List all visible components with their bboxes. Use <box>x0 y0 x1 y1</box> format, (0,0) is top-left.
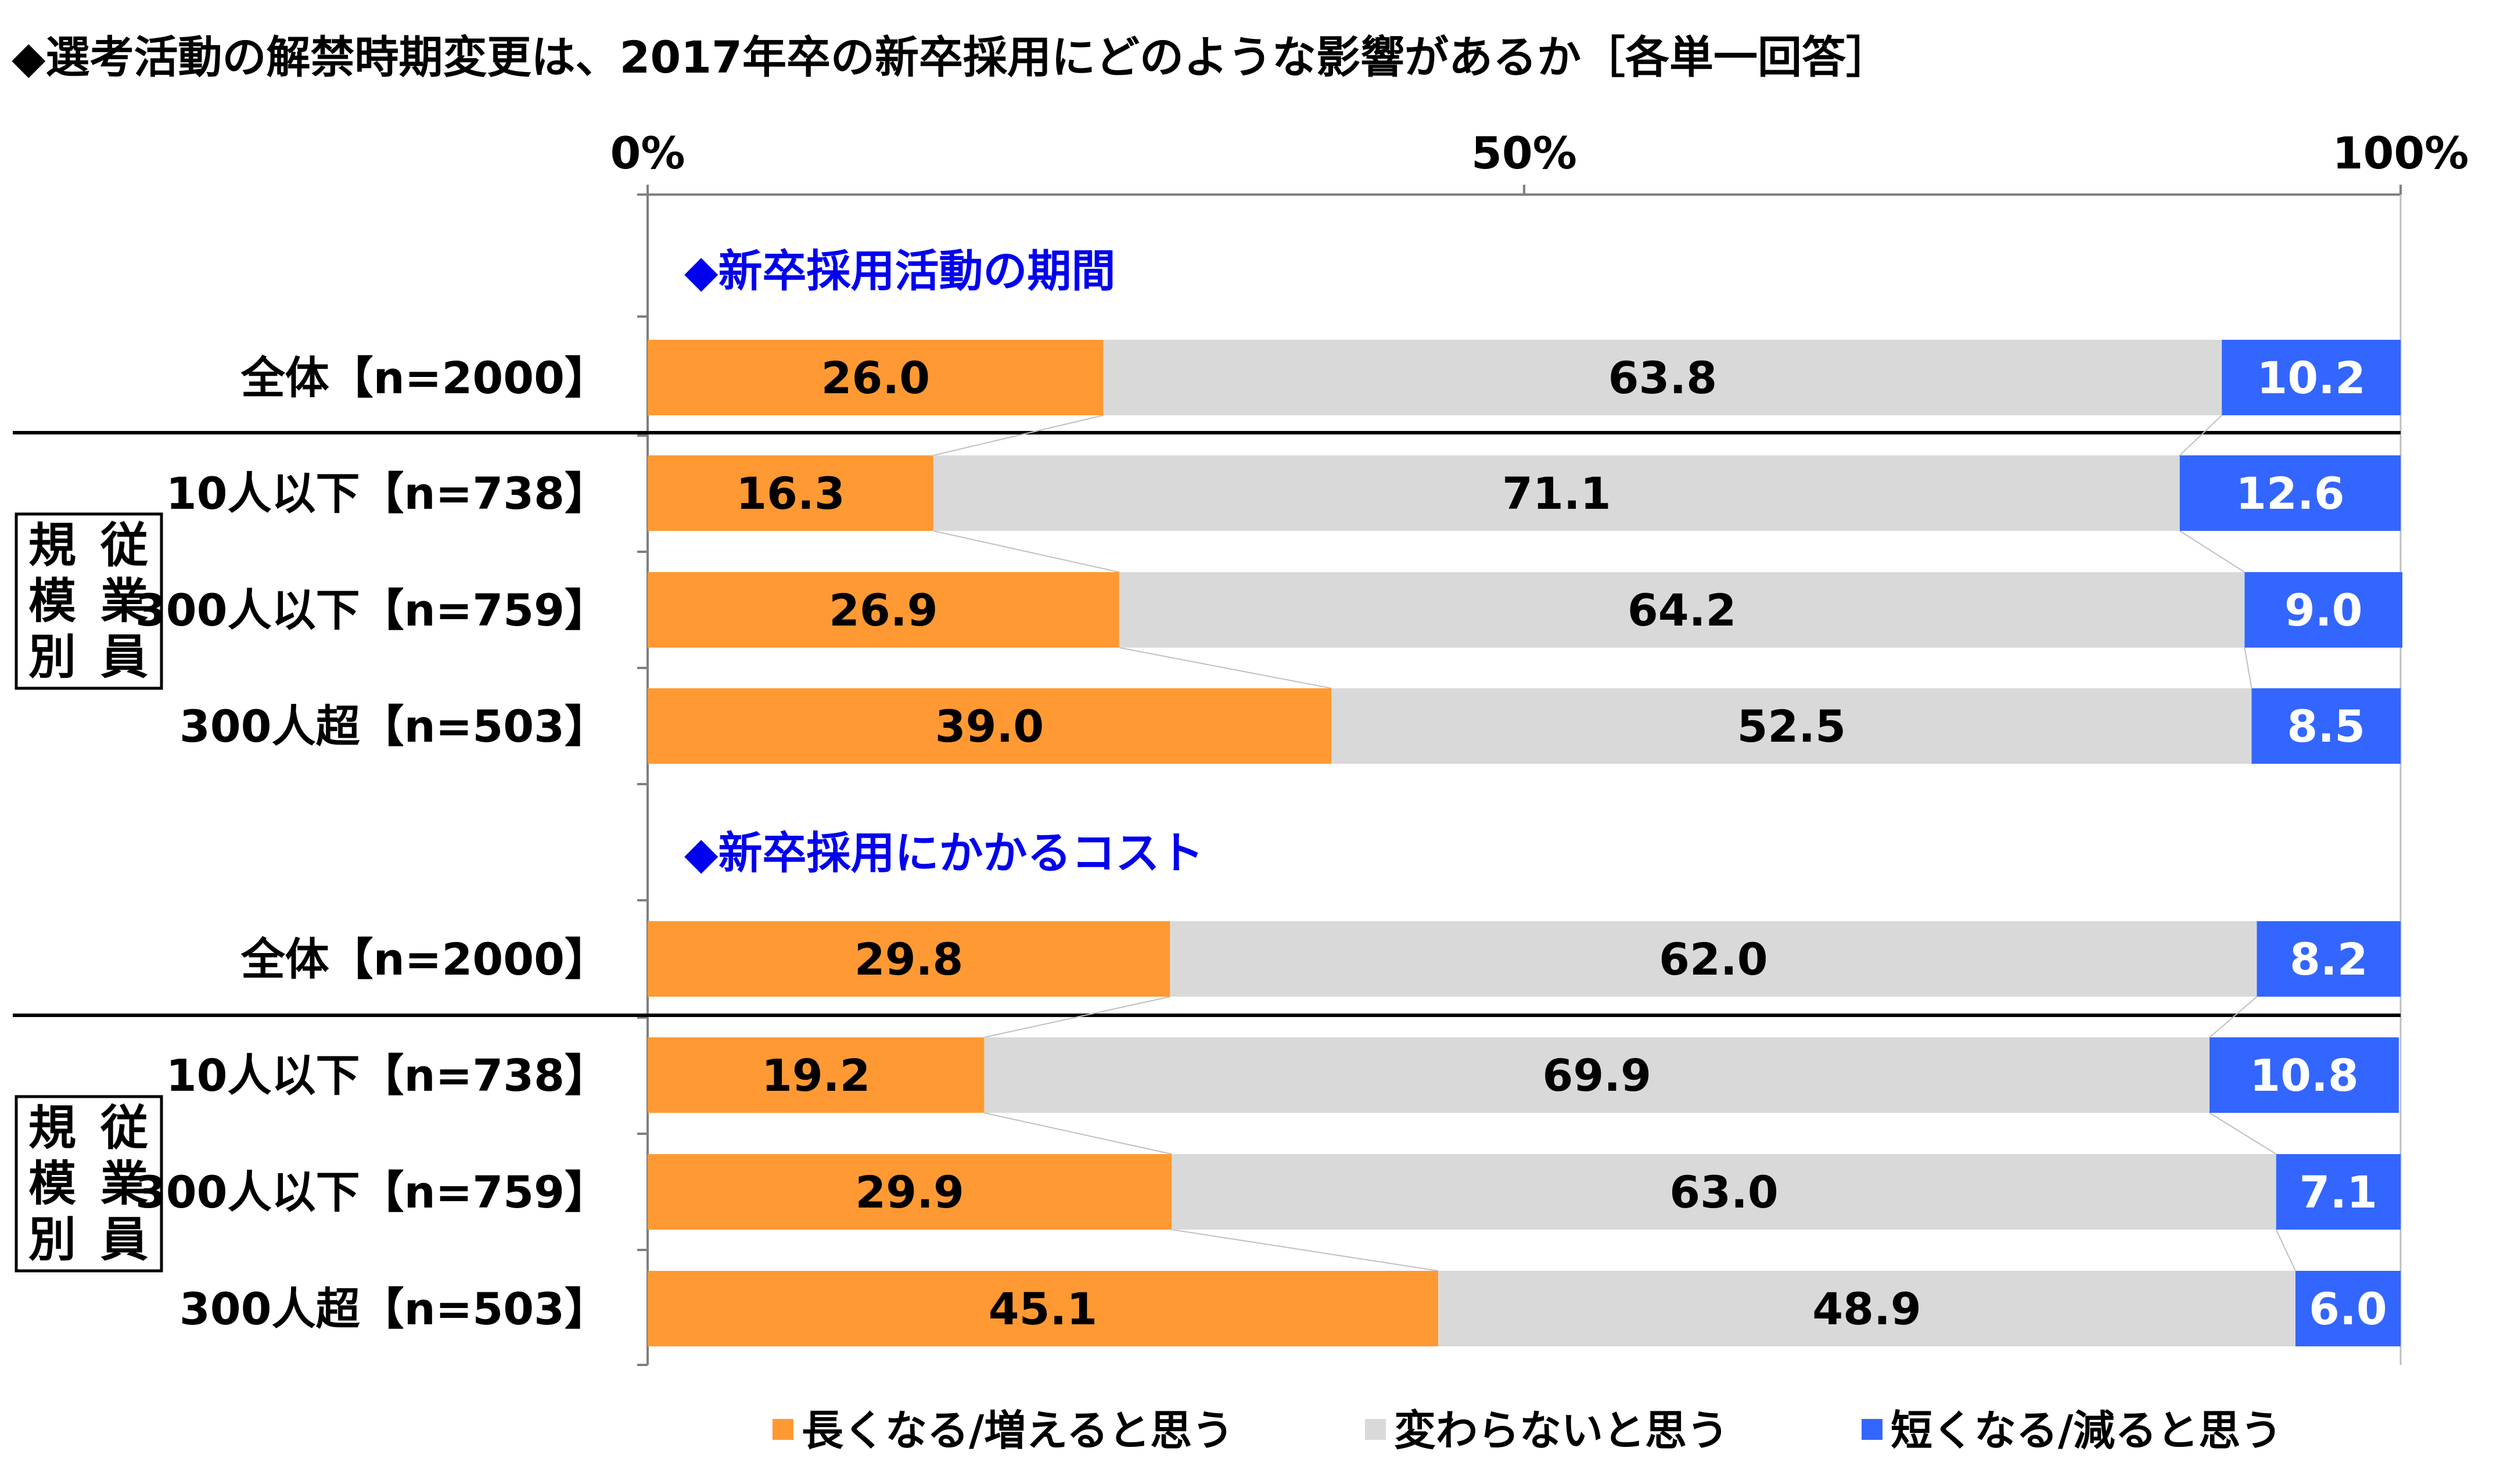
data-label: 16.3 <box>736 468 845 519</box>
legend: 長くなる/増えると思う 変わらないと思う 短くなる/減ると思う <box>773 1406 2282 1455</box>
legend-swatch <box>1862 1419 1883 1440</box>
data-label: 19.2 <box>761 1050 871 1101</box>
data-label: 10.8 <box>2250 1050 2359 1101</box>
data-label: 26.0 <box>821 352 931 404</box>
data-label: 69.9 <box>1542 1050 1651 1101</box>
group-header: ◆新卒採用にかかるコスト <box>684 827 1203 879</box>
x-tick-label: 50% <box>1471 127 1577 179</box>
row-label: 全体【n=2000】 <box>240 352 609 404</box>
legend-swatch <box>1365 1419 1386 1440</box>
side-label-char: 員 <box>100 1212 148 1267</box>
group-header: ◆新卒採用活動の期間 <box>684 245 1115 297</box>
bar-segment <box>2276 1154 2401 1230</box>
row-label: 300人超【n=503】 <box>179 1283 609 1335</box>
bar-segment <box>1103 340 2222 415</box>
side-label-char: 員 <box>100 630 148 685</box>
data-label: 6.0 <box>2309 1283 2387 1335</box>
bar-segment <box>1170 921 2257 997</box>
side-label-char: 別 <box>28 630 76 685</box>
connector-line <box>2275 1229 2296 1271</box>
side-label-char: 別 <box>28 1212 76 1267</box>
bar-segment <box>648 1154 1172 1230</box>
data-label: 62.0 <box>1659 933 1768 985</box>
bar-segment <box>2251 688 2401 764</box>
data-label: 7.1 <box>2300 1166 2378 1218</box>
x-tick-label: 100% <box>2333 127 2469 179</box>
side-label-char: 業 <box>100 1156 148 1212</box>
bar-segment <box>648 572 1119 648</box>
connector-line <box>2244 647 2252 689</box>
data-label: 8.5 <box>2287 700 2365 752</box>
bar-segment <box>2244 572 2403 648</box>
connector-line <box>2179 530 2245 573</box>
bar-segment <box>1331 688 2252 764</box>
legend-swatch <box>773 1419 793 1440</box>
data-label: 39.0 <box>935 700 1044 752</box>
side-label-box <box>15 512 163 690</box>
bar-segment <box>648 1271 1439 1346</box>
bar-segment <box>648 340 1104 415</box>
data-label: 29.9 <box>855 1166 964 1218</box>
bar-segment <box>1119 572 2245 648</box>
data-label: 71.1 <box>1502 468 1611 519</box>
data-label: 45.1 <box>989 1283 1098 1335</box>
bar-layer <box>648 340 2403 1346</box>
bar-segment <box>2179 455 2401 531</box>
side-label-char: 模 <box>28 1156 76 1212</box>
bar-segment <box>648 921 1170 997</box>
data-label: 64.2 <box>1628 584 1737 636</box>
data-label: 9.0 <box>2284 584 2363 636</box>
side-label-box <box>15 1095 163 1273</box>
row-label: 300人以下【n=759】 <box>135 1166 609 1218</box>
data-label: 52.5 <box>1737 700 1846 752</box>
bar-segment <box>984 1037 2210 1113</box>
bar-segment <box>1438 1271 2295 1346</box>
x-tick-label: 0% <box>610 127 685 179</box>
bar-segment <box>648 688 1332 764</box>
side-label-char: 業 <box>100 574 148 629</box>
bar-segment <box>933 455 2180 531</box>
connector-line <box>933 530 1120 573</box>
data-label: 26.9 <box>829 584 938 636</box>
data-label: 63.8 <box>1608 352 1718 404</box>
chart-title: ◆選考活動の解禁時期変更は、2017年卒の新卒採用にどのような影響があるか［各単… <box>12 31 1890 83</box>
connector-line <box>984 1112 1172 1155</box>
connector-line <box>984 996 1170 1038</box>
connector-line <box>1172 1229 1439 1271</box>
side-label-char: 規 <box>28 1101 76 1156</box>
legend-label: 短くなる/減ると思う <box>1891 1406 2282 1455</box>
bar-segment <box>2210 1037 2399 1113</box>
row-label: 10人以下【n=738】 <box>166 468 609 519</box>
data-label: 29.8 <box>854 933 964 985</box>
data-label: 48.9 <box>1812 1283 1921 1335</box>
data-label: 12.6 <box>2236 468 2345 519</box>
bar-segment <box>2295 1271 2401 1346</box>
side-label-char: 従 <box>100 518 148 573</box>
connector-line <box>933 415 1104 456</box>
data-label: 8.2 <box>2290 933 2368 985</box>
bar-segment <box>648 1037 985 1113</box>
connector-layer <box>933 415 2296 1271</box>
side-label-char: 模 <box>28 574 76 629</box>
row-label: 300人以下【n=759】 <box>135 584 609 636</box>
row-label: 300人超【n=503】 <box>179 700 609 752</box>
connector-line <box>2179 415 2222 456</box>
bar-segment <box>2257 921 2401 997</box>
legend-label: 長くなる/増えると思う <box>802 1406 1234 1455</box>
row-label: 10人以下【n=738】 <box>166 1050 609 1101</box>
connector-line <box>1119 647 1332 689</box>
connector-line <box>2209 996 2258 1038</box>
connector-line <box>2209 1112 2277 1155</box>
data-label: 10.2 <box>2257 352 2366 404</box>
side-label-char: 従 <box>100 1101 148 1156</box>
row-label: 全体【n=2000】 <box>240 933 609 985</box>
legend-label: 変わらないと思う <box>1394 1406 1729 1455</box>
bar-segment <box>648 455 933 531</box>
bar-segment <box>1172 1154 2276 1230</box>
data-label: 63.0 <box>1669 1166 1779 1218</box>
bar-segment <box>2222 340 2401 415</box>
label-layer: 規従模 業別 員規 従模 業別 員◆新卒採用活動の期間全体【n=2000】 26.0 63.8… <box>15 245 2387 1335</box>
side-label-char: 規 <box>28 518 76 573</box>
